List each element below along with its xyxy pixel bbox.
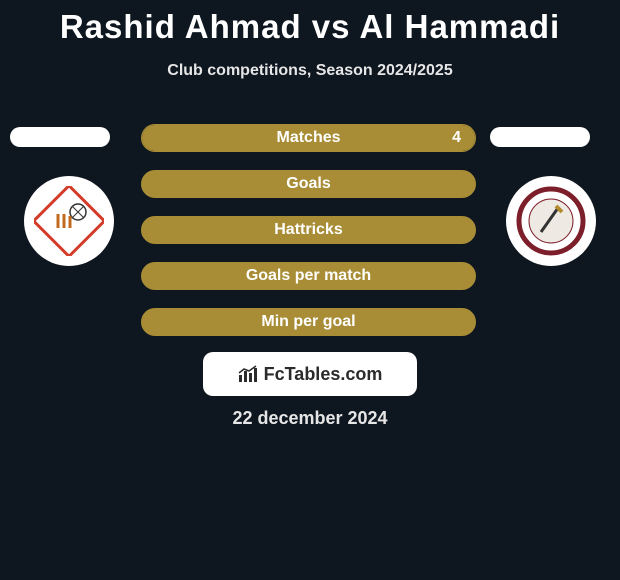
player-right-club-badge	[506, 176, 596, 266]
club-badge-left-icon	[34, 186, 104, 256]
page-title: Rashid Ahmad vs Al Hammadi	[0, 8, 620, 46]
site-attribution-text: FcTables.com	[264, 364, 383, 385]
chart-icon	[238, 365, 258, 383]
player-left-photo	[10, 127, 110, 147]
stat-label: Matches	[142, 129, 475, 147]
stat-label: Min per goal	[142, 313, 475, 331]
stat-bar-goals-per-match: Goals per match	[141, 262, 476, 290]
comparison-card: Rashid Ahmad vs Al Hammadi Club competit…	[0, 0, 620, 580]
subtitle: Club competitions, Season 2024/2025	[0, 62, 620, 80]
player-left-club-badge	[24, 176, 114, 266]
stat-label: Hattricks	[142, 221, 475, 239]
player-right-photo	[490, 127, 590, 147]
stat-bar-goals: Goals	[141, 170, 476, 198]
stat-bar-matches: Matches4	[141, 124, 476, 152]
stat-label: Goals	[142, 175, 475, 193]
club-badge-right-icon	[516, 186, 586, 256]
stat-right-value: 4	[452, 129, 461, 147]
stat-label: Goals per match	[142, 267, 475, 285]
site-attribution: FcTables.com	[203, 352, 417, 396]
stat-bar-hattricks: Hattricks	[141, 216, 476, 244]
stat-bar-min-per-goal: Min per goal	[141, 308, 476, 336]
date-text: 22 december 2024	[0, 408, 620, 429]
